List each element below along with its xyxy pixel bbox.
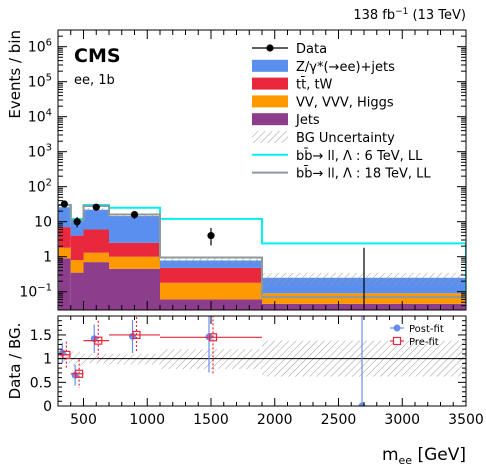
stack-bar [58, 207, 71, 228]
stack-bar [83, 252, 109, 263]
ratio-y-axis-label: Data / BG. [6, 323, 24, 400]
main-y-axis-label: Events / bin [6, 30, 24, 119]
stack-bar [160, 282, 262, 300]
legend-swatch [252, 77, 288, 90]
experiment-label: CMS [74, 45, 121, 67]
main-axis-ticks: 10−1 1 10 102 103 104 105 106 [19, 29, 467, 311]
y-tick-label: 10 [34, 215, 52, 231]
lumi-label: 138 fb−1 (13 TeV) [353, 7, 466, 23]
legend-label: Jets [295, 113, 320, 128]
legend-label: Data [296, 42, 327, 57]
x-tick-label: 2000 [257, 412, 293, 428]
legend-swatch [252, 59, 288, 72]
ratio-legend-label: Post-fit [409, 324, 444, 335]
x-tick-label: 2500 [321, 412, 357, 428]
main-panel: 10−1 1 10 102 103 104 105 106 CMS ee, 1b Data Z/… [6, 29, 467, 311]
ratio-legend-marker [393, 324, 401, 332]
legend-label: bb̄→ ll, Λ : 6 TeV, LL [296, 148, 423, 163]
ratio-y-tick-label: 0.5 [30, 375, 52, 391]
ratio-legend-label: Pre-fit [409, 337, 439, 348]
ratio-y-tick-label: 0 [43, 399, 52, 415]
stack-bar [83, 229, 109, 253]
stack-bar [109, 242, 160, 257]
x-tick-label: 3000 [384, 412, 420, 428]
prefit-point [62, 350, 71, 359]
prefit-point [132, 330, 141, 340]
ratio-axis-ticks: 0 0.5 1 1.5 500 1000 1500 2000 2500 3000 3500 [30, 316, 484, 428]
y-tick-label: 104 [28, 108, 52, 126]
signal-line [58, 204, 466, 310]
legend-label: bb̄→ ll, Λ : 18 TeV, LL [296, 166, 431, 181]
legend-swatch [252, 113, 288, 126]
y-tick-label: 102 [28, 178, 52, 196]
ratio-y-tick-label: 1 [43, 352, 52, 368]
y-tick-label: 10−1 [19, 283, 52, 301]
ratio-y-tick-label: 1.5 [30, 328, 52, 344]
prefit-point [75, 369, 84, 378]
ratio-panel: 0 0.5 1 1.5 500 1000 1500 2000 2500 3000 3500 Post… [6, 315, 484, 467]
data-points [60, 200, 365, 310]
legend-data-marker [266, 44, 274, 52]
stack-bar [70, 272, 84, 310]
data-point [73, 218, 81, 226]
y-tick-label: 1 [43, 250, 52, 266]
legend-swatch [252, 95, 288, 108]
stack-bar [109, 216, 160, 243]
legend-hatch-swatch [252, 131, 288, 143]
x-tick-label: 1500 [193, 412, 229, 428]
stack-bar [70, 260, 84, 273]
legend-label: BG Uncertainty [296, 131, 395, 146]
y-tick-label: 106 [28, 38, 52, 56]
x-tick-label: 3500 [448, 412, 484, 428]
y-tick-label: 105 [28, 73, 52, 91]
legend-label: VV, VVV, Higgs [296, 95, 394, 110]
x-tick-label: 1000 [129, 412, 165, 428]
stack-bar [58, 227, 71, 248]
legend-label: tt̄, tW [296, 77, 333, 92]
stack-bar [83, 209, 109, 230]
y-tick-label: 103 [28, 143, 52, 161]
data-point [130, 210, 139, 219]
stack-bar [109, 268, 160, 310]
stack-bar [70, 235, 84, 261]
data-point [92, 203, 100, 211]
x-axis-label: mee [GeV] [382, 445, 466, 467]
prefit-point [208, 333, 218, 342]
stack-bar [58, 247, 71, 259]
stack-bar [70, 220, 84, 236]
signal-lines [58, 204, 466, 310]
bg-uncertainty-bin [160, 257, 262, 265]
stack-bar [109, 256, 160, 269]
ratio-legend: Post-fit Pre-fit [390, 324, 444, 348]
stack-bar [160, 267, 262, 283]
x-tick-label: 500 [70, 412, 97, 428]
data-point [60, 200, 68, 208]
main-legend: Data Z/γ*(→ee)+jets tt̄, tW VV, VVV, Higgs J… [252, 42, 431, 182]
ratio-points [58, 316, 366, 406]
data-point [207, 232, 215, 240]
prefit-point [94, 336, 103, 345]
legend-label: Z/γ*(→ee)+jets [296, 60, 395, 75]
stack-bar [83, 262, 109, 310]
ratio-legend-marker [392, 336, 402, 346]
channel-label: ee, 1b [74, 73, 115, 88]
